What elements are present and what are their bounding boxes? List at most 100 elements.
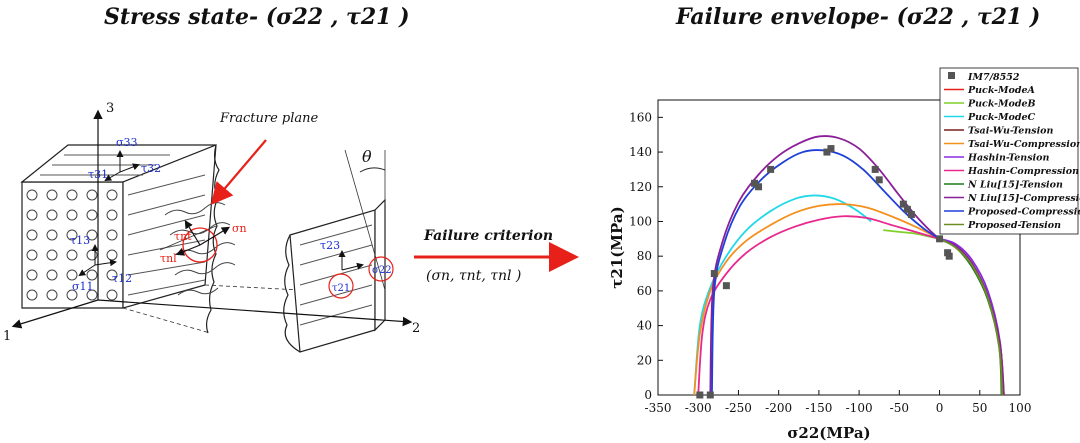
fiber-section-circle bbox=[26, 289, 38, 301]
stress-state-title: Stress state- (σ22 , τ21 ) bbox=[104, 4, 410, 30]
legend-entry: Tsai-Wu-Tension bbox=[968, 126, 1054, 137]
fiber-section-circle bbox=[86, 289, 98, 301]
data-point bbox=[706, 391, 714, 399]
y-tick-label: 0 bbox=[644, 388, 652, 402]
y-tick-label: 60 bbox=[637, 284, 652, 298]
axis-3-label: 3 bbox=[106, 101, 114, 116]
data-point bbox=[907, 211, 915, 219]
fiber-section-circle bbox=[66, 289, 78, 301]
series-line-proposed-compression bbox=[710, 149, 941, 396]
fiber-section-circle bbox=[86, 189, 98, 201]
theta-label: θ bbox=[362, 147, 372, 166]
x-tick-label: 0 bbox=[936, 401, 944, 415]
fracture-stress-element: τnt σn τnl bbox=[160, 219, 247, 265]
legend-entry: Proposed-Compression bbox=[967, 207, 1080, 218]
series-line-puck-modec bbox=[693, 194, 872, 396]
fiber-section-circle bbox=[106, 209, 118, 221]
fiber-section-circle bbox=[46, 189, 58, 201]
x-tick-label: -250 bbox=[725, 401, 752, 415]
legend-entry: Puck-ModeB bbox=[967, 99, 1036, 110]
sigma22-label: σ22 bbox=[372, 265, 392, 276]
plot-frame bbox=[657, 99, 1021, 396]
fiber-section-circle bbox=[26, 269, 38, 281]
fiber-section-circle bbox=[66, 209, 78, 221]
y-axis-label: τ21(MPa) bbox=[608, 206, 626, 288]
failure-envelope-title: Failure envelope- (σ22 , τ21 ) bbox=[676, 4, 1041, 30]
fiber-section-circle bbox=[86, 229, 98, 241]
fracture-plane-label: Fracture plane bbox=[219, 111, 319, 126]
legend-entry: N Liu[15]-Compression bbox=[967, 193, 1080, 204]
fiber-section-circle bbox=[66, 269, 78, 281]
fiber-section-circle bbox=[106, 229, 118, 241]
y-tick-label: 40 bbox=[637, 319, 652, 333]
stress-element-top: σ33 τ32 τ31 bbox=[88, 136, 161, 181]
legend-entry: Proposed-Tension bbox=[967, 220, 1061, 231]
y-tick-label: 100 bbox=[629, 214, 652, 228]
fiber-section-circle bbox=[46, 289, 58, 301]
x-axis-label: σ22(MPa) bbox=[787, 424, 870, 442]
data-point bbox=[871, 165, 879, 173]
y-tick-label: 80 bbox=[637, 249, 652, 263]
data-point bbox=[875, 176, 883, 184]
legend-entry: IM7/8552 bbox=[967, 72, 1020, 83]
legend-entry: Tsai-Wu-Compression bbox=[968, 139, 1080, 150]
tau12-label: τ12 bbox=[112, 272, 132, 285]
stress-state-diagram: θ 3 1 2 σ33 τ32 τ31 τ13 τ12 σ11 τnt σn τ… bbox=[3, 101, 579, 353]
y-tick-label: 160 bbox=[629, 110, 652, 124]
tau32-label: τ32 bbox=[141, 162, 161, 175]
fiber-section-circle bbox=[46, 269, 58, 281]
legend-entry: Puck-ModeC bbox=[967, 112, 1036, 123]
left-block bbox=[20, 144, 217, 309]
series-line-proposed-tension bbox=[939, 238, 1004, 396]
fiber-section-circle bbox=[46, 249, 58, 261]
fiber-section-circle bbox=[46, 209, 58, 221]
data-point bbox=[903, 205, 911, 213]
x-tick-label: -300 bbox=[685, 401, 712, 415]
data-point bbox=[767, 165, 775, 173]
fiber-section-circle bbox=[66, 249, 78, 261]
legend-entry: Hashin-Compression bbox=[967, 166, 1079, 177]
tau-nl-label: τnl bbox=[160, 252, 177, 265]
y-tick-label: 120 bbox=[629, 180, 652, 194]
data-point bbox=[823, 148, 831, 156]
series-line-hashin-compression bbox=[697, 215, 940, 396]
fiber-section-circle bbox=[26, 189, 38, 201]
x-tick-label: -100 bbox=[846, 401, 873, 415]
tau-nt-label: τnt bbox=[174, 230, 192, 243]
x-tick-label: 50 bbox=[972, 401, 987, 415]
axis-2-label: 2 bbox=[412, 321, 420, 336]
data-point bbox=[751, 179, 759, 187]
fiber-section-circle bbox=[106, 189, 118, 201]
x-tick-label: -150 bbox=[805, 401, 832, 415]
fiber-section-circle bbox=[86, 209, 98, 221]
data-point bbox=[936, 235, 944, 243]
failure-criterion-label: Failure criterion bbox=[423, 228, 553, 244]
tau23-label: τ23 bbox=[320, 239, 340, 252]
sigma11-label: σ11 bbox=[72, 280, 94, 293]
data-point bbox=[696, 391, 704, 399]
x-tick-label: -350 bbox=[645, 401, 672, 415]
fiber-section-circle bbox=[106, 269, 118, 281]
legend-box bbox=[939, 67, 1079, 235]
stress-element-right: τ23 σ22 τ21 bbox=[320, 239, 394, 299]
data-point bbox=[899, 200, 907, 208]
legend-marker bbox=[948, 72, 955, 79]
global-axes: 3 1 2 bbox=[3, 101, 420, 344]
x-tick-label: 100 bbox=[1009, 401, 1032, 415]
x-tick-label: -50 bbox=[890, 401, 909, 415]
failure-criterion-arrow: Failure criterion (σn, τnt, τnl ) bbox=[414, 228, 579, 284]
fiber-section-circle bbox=[106, 289, 118, 301]
fiber-section-circle bbox=[26, 209, 38, 221]
y-tick-label: 140 bbox=[629, 145, 652, 159]
criterion-variables: (σn, τnt, τnl ) bbox=[426, 268, 521, 284]
tau21-label: τ21 bbox=[332, 283, 350, 294]
fiber-section-circle bbox=[26, 249, 38, 261]
tau13-label: τ13 bbox=[70, 234, 90, 247]
tau31-label: τ31 bbox=[88, 168, 108, 181]
sigma-n-label: σn bbox=[232, 222, 247, 235]
y-tick-label: 20 bbox=[637, 353, 652, 367]
stress-element-front: τ13 τ12 σ11 bbox=[70, 234, 132, 293]
fiber-section-circle bbox=[86, 269, 98, 281]
data-point bbox=[755, 183, 763, 191]
